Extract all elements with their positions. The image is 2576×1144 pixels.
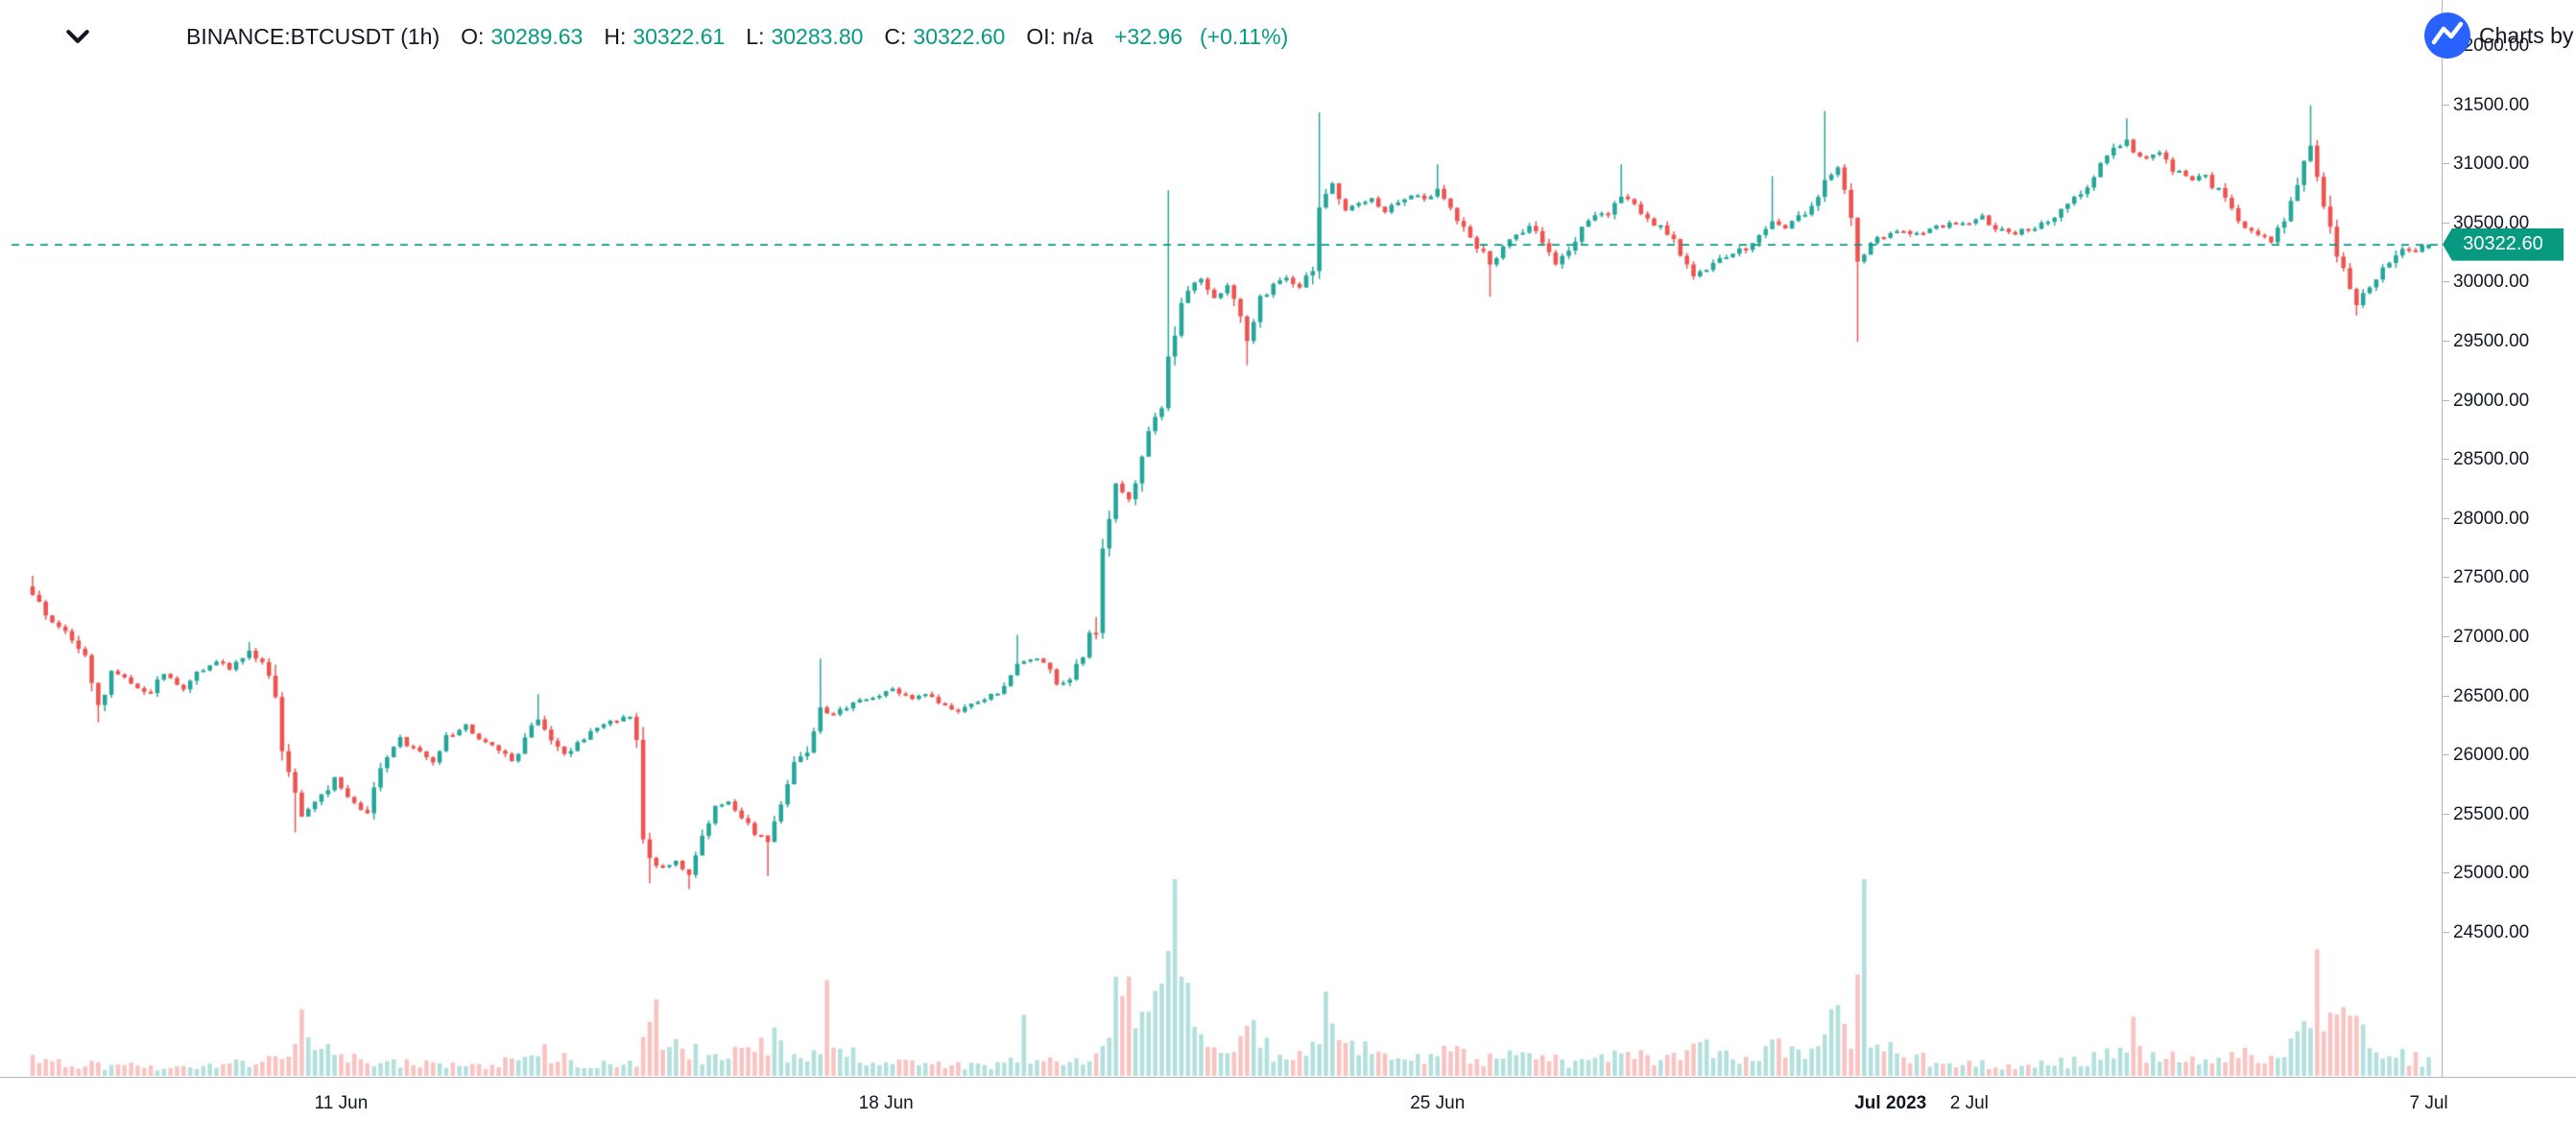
attribution-label: Charts by TradingView — [2479, 22, 2576, 48]
price-axis-label: 30500.00 — [2442, 212, 2530, 233]
time-axis[interactable]: 11 Jun 18 Jun 25 Jun Jul 2023 2 Jul 7 Jul — [0, 1077, 2576, 1144]
price-axis[interactable]: 32000.00 31500.00 31000.00 30500.00 30000.00… — [2442, 0, 2576, 1078]
price-axis-label: 26500.00 — [2442, 685, 2530, 706]
ohlc-field-label: H: — [604, 24, 627, 49]
ohlc-field-label: L: — [746, 24, 765, 49]
ohlc-field-label: C: — [884, 24, 907, 49]
price-axis-label: 28500.00 — [2442, 449, 2530, 470]
ohlc-field-value: 30289.63 — [490, 24, 584, 49]
change-value: +32.96 — [1114, 24, 1182, 49]
price-axis-label: 31500.00 — [2442, 94, 2530, 115]
time-axis-label: 25 Jun — [1410, 1093, 1466, 1113]
price-axis-label: 29000.00 — [2442, 390, 2530, 411]
chart-legend: BINANCE:BTCUSDT (1h) O: 30289.63 H: 30322.6… — [58, 19, 1288, 54]
last-price-badge: 30322.60 — [2443, 227, 2564, 261]
price-axis-label: 28000.00 — [2442, 508, 2530, 529]
ohlc-field-value: 30283.80 — [771, 24, 864, 49]
ohlc-field-value: 30322.60 — [913, 24, 1006, 49]
price-axis-label: 31000.00 — [2442, 154, 2530, 175]
time-axis-label: 7 Jul — [2409, 1093, 2448, 1113]
price-axis-label: 27000.00 — [2442, 627, 2530, 647]
time-axis-label: 2 Jul — [1949, 1093, 1989, 1113]
ohlc-field-value: n/a — [1062, 24, 1093, 49]
price-axis-label: 25500.00 — [2442, 803, 2530, 824]
price-axis-label: 30000.00 — [2442, 272, 2530, 293]
ohlc-field-value: 30322.61 — [632, 24, 726, 49]
change-percent: (+0.11%) — [1200, 24, 1289, 49]
ohlc-field-label: OI: — [1026, 24, 1057, 49]
price-axis-label: 24500.00 — [2442, 922, 2530, 942]
charts-attribution[interactable]: Charts by TradingView — [2424, 12, 2576, 59]
time-axis-label: 11 Jun — [314, 1093, 369, 1113]
price-axis-label: 27500.00 — [2442, 567, 2530, 588]
ohlc-field-label: O: — [461, 24, 485, 49]
price-axis-label: 29500.00 — [2442, 331, 2530, 351]
ohlc-fields: O: 30289.63 H: 30322.61 L: 30283.80 C: 30322.60… — [440, 19, 1093, 54]
chart-line-icon — [2424, 12, 2470, 59]
candlestick-canvas[interactable] — [0, 0, 2442, 1078]
chevron-down-icon[interactable] — [58, 19, 98, 54]
price-axis-label: 25000.00 — [2442, 863, 2530, 884]
time-axis-label: Jul 2023 — [1854, 1093, 1927, 1113]
symbol-title[interactable]: BINANCE:BTCUSDT (1h) — [186, 24, 441, 49]
price-axis-label: 26000.00 — [2442, 745, 2530, 766]
last-price-label: 30322.60 — [2463, 233, 2543, 255]
time-axis-label: 18 Jun — [858, 1093, 914, 1113]
chart-pane[interactable]: BINANCE:BTCUSDT (1h) O: 30289.63 H: 30322.6… — [0, 0, 2564, 1078]
